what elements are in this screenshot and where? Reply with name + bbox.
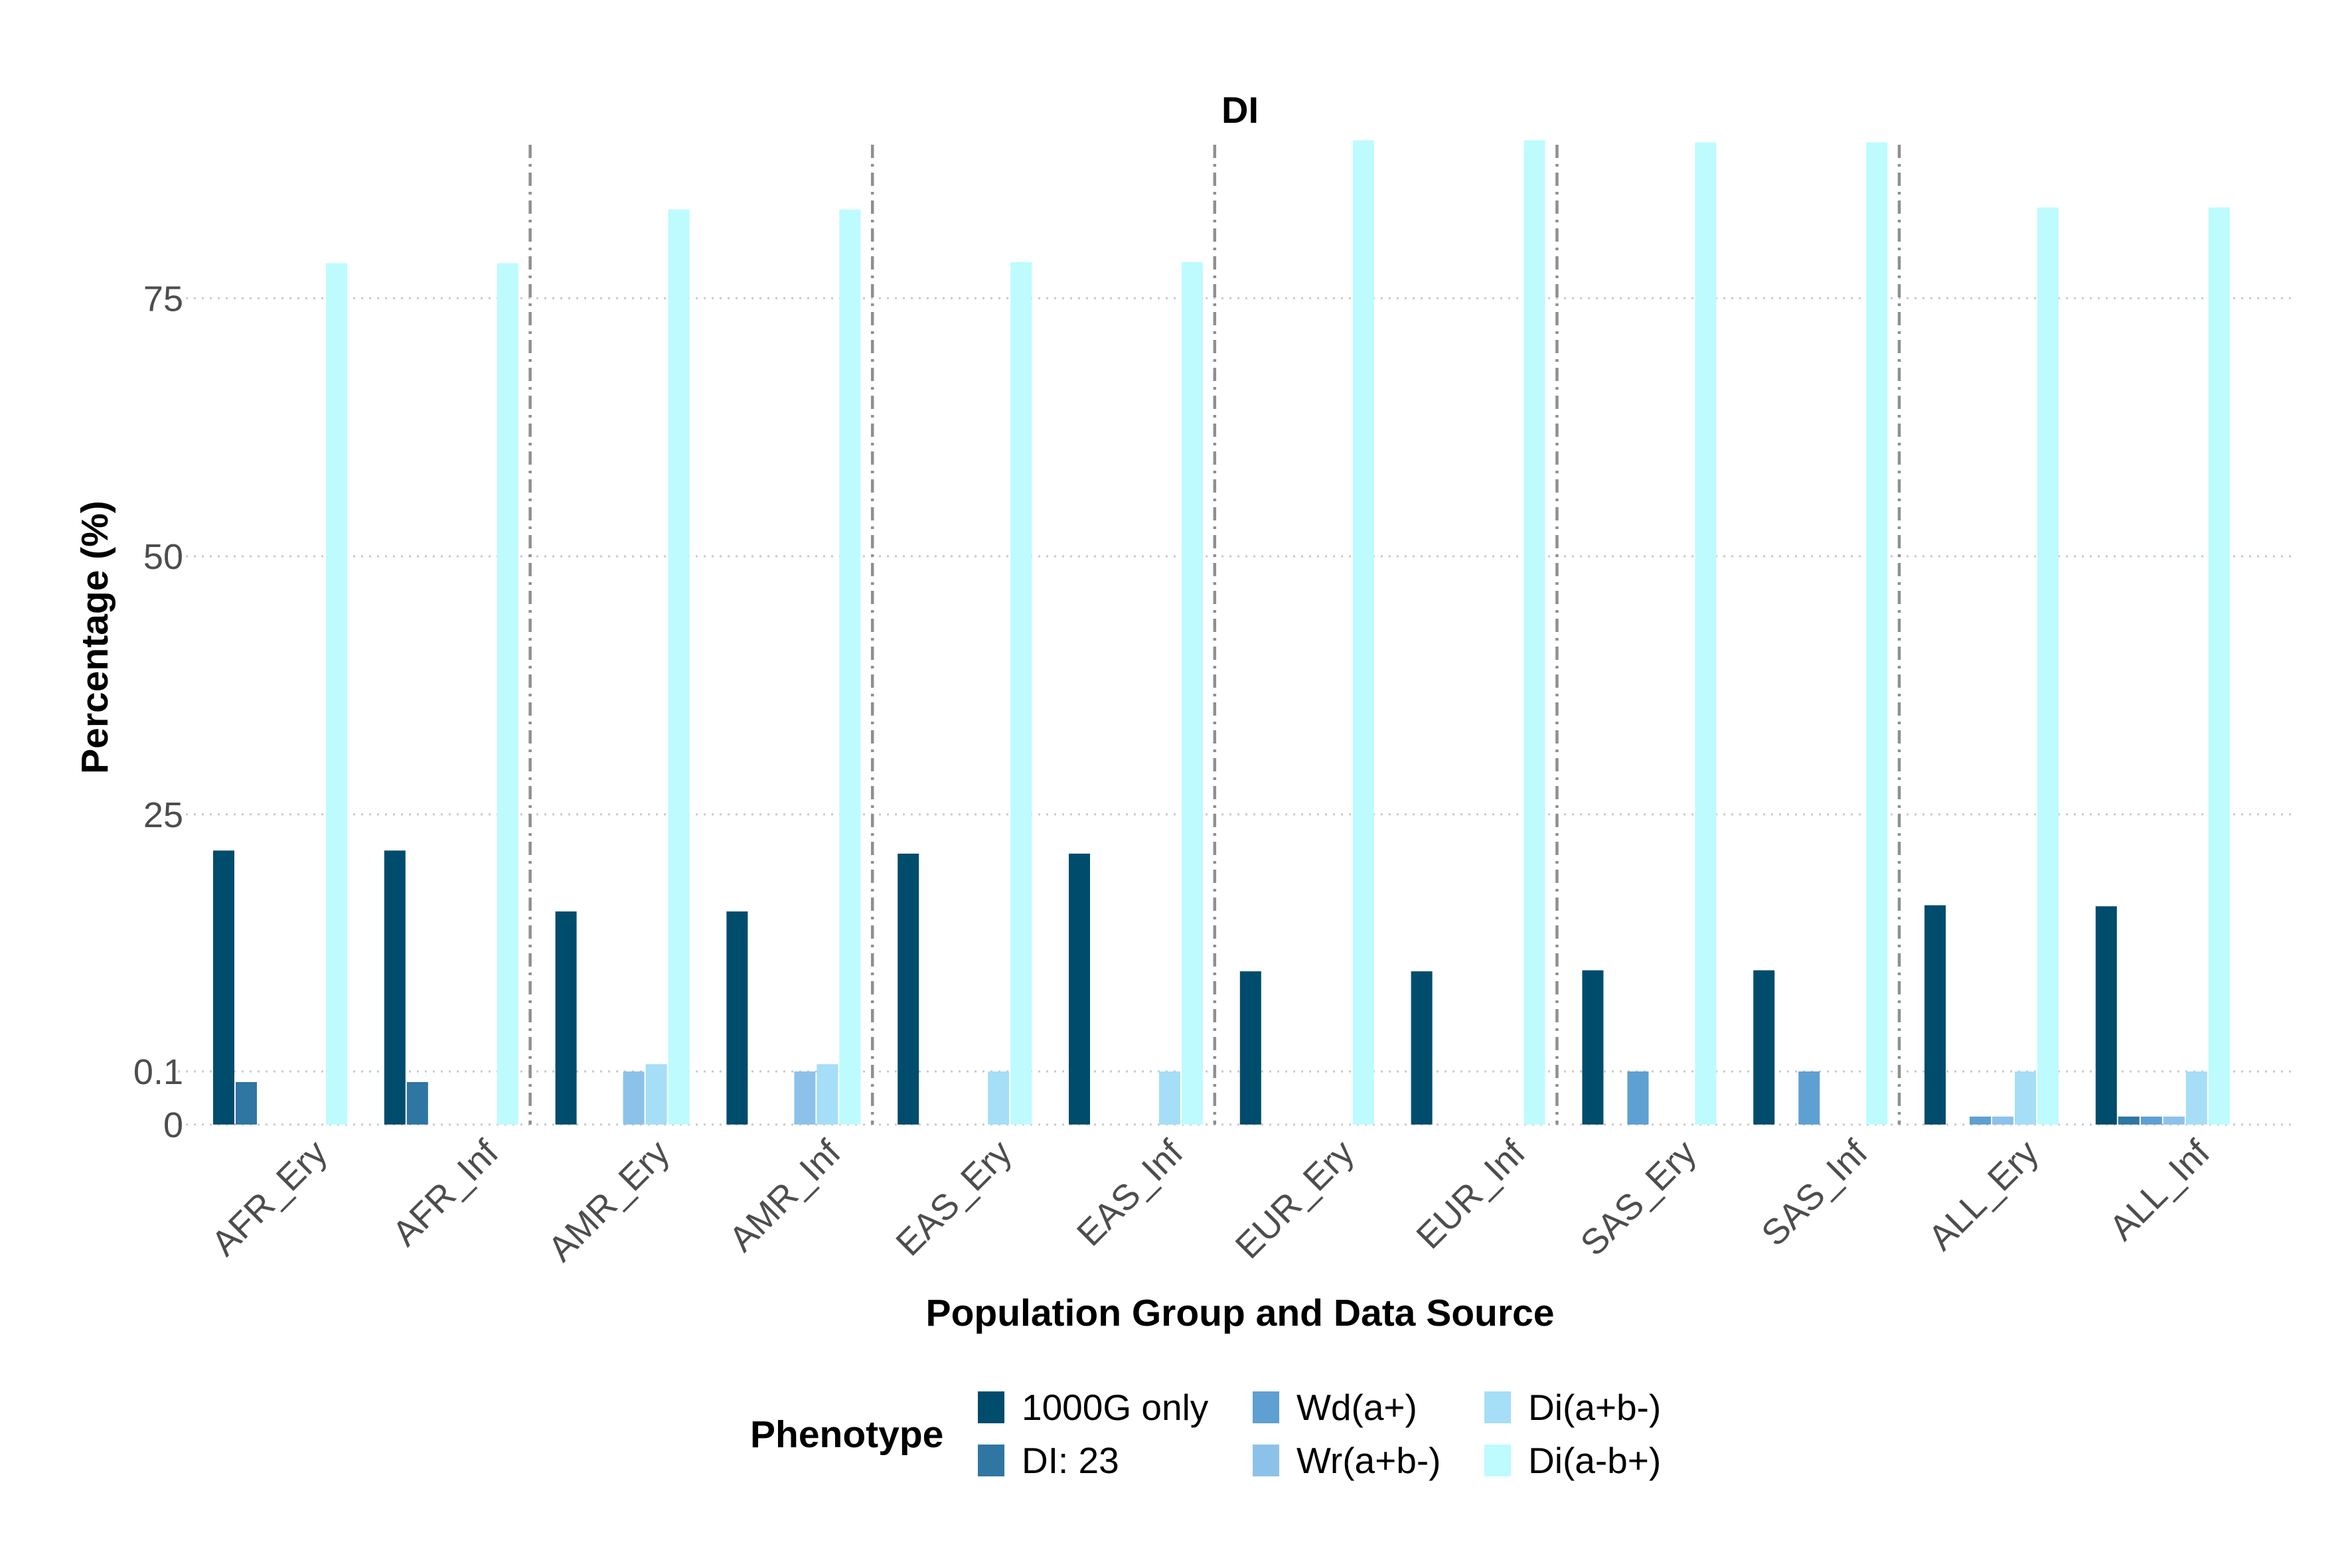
legend-key-1000G-only: [978, 1391, 1004, 1423]
y-tick-label-75: 75: [143, 279, 183, 319]
y-tick-label-50: 50: [143, 537, 183, 577]
legend-label-Di-a-b-: Di(a-b+): [1528, 1440, 1661, 1481]
bar-AFR_Ery-Di-a-b-: [326, 263, 347, 1125]
legend-key-Di-a-b-: [1484, 1391, 1511, 1423]
bar-EAS_Ery-Di-a-b-: [988, 1071, 1010, 1125]
x-tick-label-EAS_Inf: EAS_Inf: [1069, 1132, 1191, 1253]
bar-ALL_Ery-Wd-a-: [1970, 1117, 1991, 1125]
bar-ALL_Inf-Di-a-b-: [2208, 207, 2230, 1125]
bar-SAS_Ery-Di-a-b-: [1695, 142, 1717, 1125]
bar-EAS_Inf-Di-a-b-: [1159, 1071, 1180, 1125]
y-tick-label-0.1: 0.1: [133, 1052, 183, 1092]
y-tick-label-25: 25: [143, 795, 183, 835]
x-axis-label: Population Group and Data Source: [926, 1292, 1555, 1334]
bar-AMR_Ery-Di-a-b-: [645, 1064, 667, 1125]
x-tick-label-EAS_Ery: EAS_Ery: [888, 1133, 1019, 1263]
bar-ALL_Inf-Di-a-b-: [2185, 1071, 2207, 1125]
x-tick-label-EUR_Ery: EUR_Ery: [1228, 1133, 1362, 1267]
bar-AFR_Inf-1000G-only: [384, 850, 406, 1125]
bar-AMR_Ery-Di-a-b-: [668, 209, 690, 1125]
bar-SAS_Inf-Wd-a-: [1798, 1071, 1820, 1125]
bar-EAS_Inf-Di-a-b-: [1182, 262, 1203, 1125]
y-axis-ticks: 0 0.1 25 50 75: [133, 279, 183, 1145]
legend-label-Wd-a-: Wd(a+): [1296, 1387, 1417, 1428]
bar-AMR_Inf-Wr-a-b-: [794, 1071, 816, 1125]
bar-SAS_Inf-1000G-only: [1753, 970, 1775, 1125]
legend-key-Wd-a-: [1253, 1391, 1279, 1423]
y-axis-label: Percentage (%): [74, 501, 116, 774]
bar-AMR_Ery-1000G-only: [555, 911, 577, 1125]
bar-EUR_Ery-Di-a-b-: [1352, 140, 1374, 1125]
grid-lines: [178, 297, 2297, 1126]
x-axis-ticks: AFR_Ery AFR_Inf AMR_Ery AMR_Inf EAS_Ery EAS_I…: [204, 1132, 2218, 1269]
bar-AFR_Ery-DI-23: [236, 1082, 257, 1125]
legend-label-Di-a-b-: Di(a+b-): [1528, 1387, 1661, 1428]
bars: [213, 140, 2230, 1125]
bar-ALL_Ery-1000G-only: [1924, 905, 1946, 1125]
bar-SAS_Inf-Di-a-b-: [1866, 142, 1888, 1125]
bar-EAS_Inf-1000G-only: [1069, 853, 1090, 1125]
x-tick-label-AMR_Inf: AMR_Inf: [722, 1132, 849, 1259]
bar-EUR_Ery-1000G-only: [1239, 971, 1261, 1125]
bar-ALL_Inf-1000G-only: [2095, 906, 2117, 1125]
x-tick-label-ALL_Inf: ALL_Inf: [2102, 1132, 2218, 1248]
legend-label-DI-23: DI: 23: [1022, 1440, 1119, 1481]
bar-EAS_Ery-1000G-only: [898, 853, 919, 1125]
x-tick-label-AFR_Inf: AFR_Inf: [385, 1132, 507, 1253]
bar-AFR_Inf-Di-a-b-: [497, 263, 518, 1125]
bar-AMR_Inf-1000G-only: [726, 911, 748, 1125]
x-tick-label-SAS_Ery: SAS_Ery: [1573, 1133, 1704, 1263]
x-tick-label-ALL_Ery: ALL_Ery: [1921, 1133, 2047, 1258]
x-tick-label-AMR_Ery: AMR_Ery: [540, 1133, 677, 1269]
bar-EUR_Inf-1000G-only: [1411, 971, 1433, 1125]
bar-AFR_Inf-DI-23: [406, 1082, 428, 1125]
bar-ALL_Ery-Wr-a-b-: [1992, 1117, 2013, 1125]
bar-ALL_Ery-Di-a-b-: [2037, 207, 2059, 1125]
bar-AFR_Ery-1000G-only: [213, 850, 234, 1125]
bar-EAS_Ery-Di-a-b-: [1010, 262, 1032, 1125]
y-tick-label-0: 0: [163, 1105, 183, 1145]
legend-label-Wr-a-b-: Wr(a+b-): [1296, 1440, 1441, 1481]
bar-AMR_Ery-Wr-a-b-: [623, 1071, 645, 1125]
chart-title: DI: [1221, 89, 1259, 131]
legend-title: Phenotype: [750, 1413, 943, 1456]
bar-AMR_Inf-Di-a-b-: [817, 1064, 838, 1125]
bar-ALL_Ery-Di-a-b-: [2015, 1071, 2036, 1125]
legend-key-DI-23: [978, 1445, 1004, 1476]
bar-AMR_Inf-Di-a-b-: [839, 209, 861, 1125]
group-separators: [528, 145, 1901, 1125]
x-tick-label-EUR_Inf: EUR_Inf: [1409, 1132, 1533, 1256]
bar-SAS_Ery-Wd-a-: [1627, 1071, 1649, 1125]
x-tick-label-AFR_Ery: AFR_Ery: [204, 1133, 335, 1263]
bar-SAS_Ery-1000G-only: [1582, 970, 1604, 1125]
legend-key-Di-a-b-: [1484, 1445, 1511, 1476]
legend-label-1000G-only: 1000G only: [1022, 1387, 1209, 1428]
bar-ALL_Inf-Wd-a-: [2140, 1117, 2162, 1125]
bar-ALL_Inf-DI-23: [2118, 1117, 2140, 1125]
legend: Phenotype 1000G only DI: 23 Wd(a+) Wr(a+b-)…: [750, 1387, 1661, 1481]
bar-ALL_Inf-Wr-a-b-: [2163, 1117, 2185, 1125]
x-tick-label-SAS_Inf: SAS_Inf: [1754, 1132, 1875, 1253]
legend-key-Wr-a-b-: [1253, 1445, 1279, 1476]
bar-EUR_Inf-Di-a-b-: [1524, 140, 1545, 1125]
